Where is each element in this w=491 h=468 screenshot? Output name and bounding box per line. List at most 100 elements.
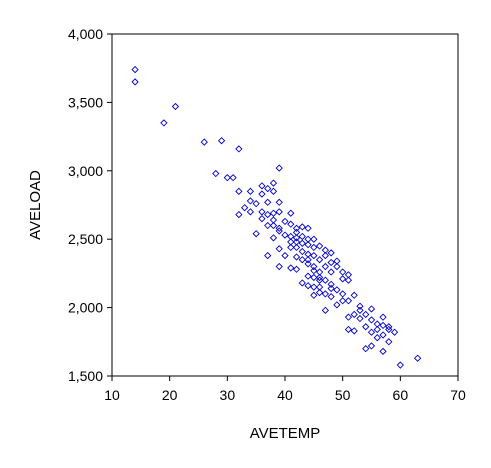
data-point	[396, 361, 404, 369]
data-point	[304, 256, 312, 264]
data-point	[327, 258, 335, 267]
data-point	[298, 223, 306, 231]
y-tick-label: 2,000	[68, 300, 103, 316]
data-point	[200, 138, 208, 146]
data-point	[258, 215, 266, 223]
data-point	[298, 247, 306, 256]
data-point	[275, 227, 283, 235]
data-point	[333, 262, 341, 271]
data-point	[350, 310, 358, 319]
data-point	[350, 291, 358, 299]
data-point	[385, 325, 393, 334]
data-point	[298, 232, 306, 241]
data-point	[287, 209, 295, 217]
data-points	[131, 65, 422, 369]
x-tick-label: 40	[277, 387, 293, 403]
x-tick-label: 50	[335, 387, 351, 403]
x-tick-label: 60	[393, 387, 409, 403]
data-point	[373, 325, 381, 334]
data-point	[315, 276, 324, 284]
x-tick-label: 70	[450, 387, 466, 403]
data-point	[310, 251, 318, 260]
data-point	[327, 280, 335, 288]
data-point	[281, 217, 289, 226]
data-point	[333, 286, 341, 294]
data-point	[131, 65, 139, 74]
data-point	[246, 208, 255, 216]
data-point	[315, 242, 324, 250]
data-point	[321, 290, 330, 298]
y-tick-label: 1,500	[68, 368, 103, 384]
data-point	[287, 220, 295, 228]
data-point	[304, 260, 312, 268]
data-point	[356, 302, 364, 310]
data-point	[315, 256, 324, 264]
data-point	[269, 209, 278, 217]
y-tick-label: 2,500	[68, 231, 103, 247]
data-point	[292, 224, 301, 232]
data-point	[304, 224, 312, 232]
data-point	[287, 238, 295, 246]
data-point	[367, 305, 376, 313]
data-point	[281, 251, 289, 260]
data-point	[373, 334, 381, 342]
data-point	[344, 276, 353, 284]
data-point	[269, 221, 278, 230]
data-point	[298, 239, 306, 247]
y-tick-label: 3,500	[68, 94, 103, 110]
data-point	[275, 224, 283, 232]
data-point	[275, 164, 283, 172]
data-point	[310, 273, 318, 282]
x-axis-title: AVETEMP	[250, 425, 321, 442]
data-point	[362, 345, 370, 353]
y-tick-label: 3,000	[68, 163, 103, 179]
data-point	[339, 275, 347, 283]
data-point	[327, 249, 335, 257]
data-point	[217, 137, 226, 145]
data-point	[131, 78, 139, 86]
x-tick-label: 10	[104, 387, 120, 403]
data-point	[304, 241, 312, 249]
y-axis-title: AVELOAD	[27, 170, 44, 240]
data-point	[367, 342, 376, 350]
data-point	[223, 174, 231, 182]
data-point	[356, 306, 364, 314]
data-point	[212, 169, 220, 178]
data-point	[344, 325, 353, 334]
data-point	[298, 256, 306, 264]
data-point	[235, 210, 243, 219]
data-point	[269, 234, 278, 242]
data-point	[390, 328, 399, 336]
data-point	[275, 245, 283, 253]
data-point	[304, 282, 312, 290]
data-point	[350, 327, 358, 335]
data-point	[240, 204, 249, 212]
data-point	[264, 221, 272, 230]
data-point	[264, 210, 272, 219]
data-point	[275, 198, 283, 206]
data-point	[235, 187, 243, 195]
data-point	[292, 253, 301, 261]
data-point	[275, 262, 283, 271]
data-point	[310, 235, 318, 243]
data-point	[264, 198, 272, 206]
data-point	[327, 268, 335, 276]
data-point	[229, 174, 237, 182]
data-point	[362, 323, 370, 331]
data-point	[321, 276, 330, 284]
data-point	[264, 184, 272, 193]
data-point	[235, 145, 243, 153]
data-point	[379, 321, 387, 330]
data-point	[171, 102, 180, 111]
data-point	[310, 283, 318, 291]
y-tick-label: 4,000	[68, 26, 103, 42]
data-point	[264, 251, 272, 260]
data-point	[269, 187, 278, 195]
data-point	[269, 179, 278, 187]
data-point	[367, 328, 376, 336]
plot-frame	[111, 33, 459, 377]
data-point	[246, 187, 255, 195]
data-point	[321, 251, 330, 260]
data-point	[252, 230, 260, 238]
